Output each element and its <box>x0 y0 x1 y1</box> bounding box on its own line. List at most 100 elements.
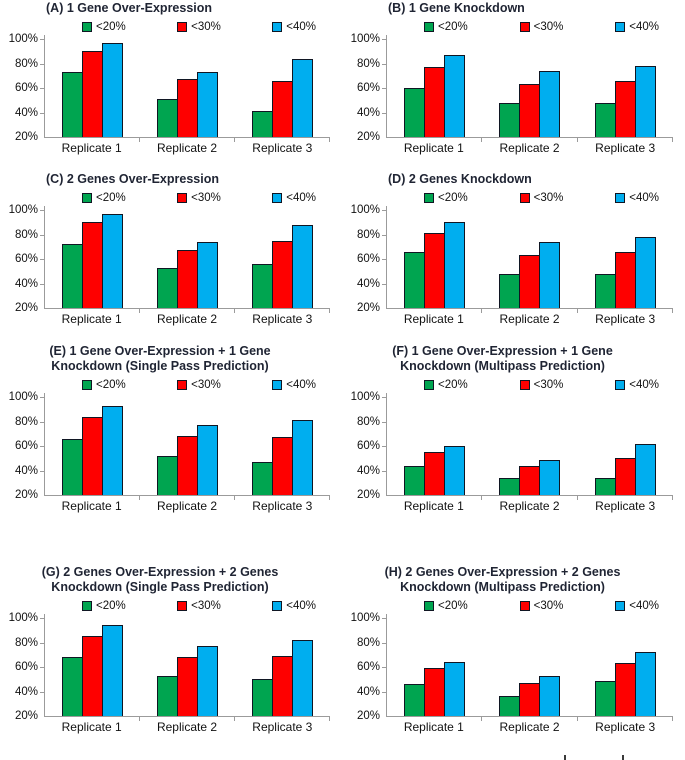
bar-groups <box>387 618 673 716</box>
y-axis-line <box>386 206 387 210</box>
bar-20pct <box>594 477 616 495</box>
legend-swatch-icon <box>82 193 92 203</box>
legend-item: <40% <box>615 21 659 33</box>
chart-legend: <20% <30% <40% <box>82 598 316 614</box>
y-axis-tick-label: 100% <box>8 204 38 216</box>
chart-legend: <20% <30% <40% <box>424 598 659 614</box>
bar-20pct <box>62 72 83 137</box>
x-axis-category-label: Replicate 1 <box>403 141 464 155</box>
y-axis-tick <box>382 63 386 65</box>
chart-legend: <20% <30% <40% <box>82 377 316 393</box>
y-axis-tick-label: 80% <box>356 228 380 241</box>
legend-item: <40% <box>615 600 659 612</box>
bar-20pct <box>252 461 273 495</box>
y-axis-tick <box>40 446 44 447</box>
bar-30pct <box>82 222 103 308</box>
legend-swatch-icon <box>82 22 92 32</box>
legend-label: <20% <box>96 379 126 391</box>
y-axis-tick-label: 80% <box>14 57 38 70</box>
bar-40pct <box>102 213 123 308</box>
plot-row: 100% 80% 60% 40% 20% <box>0 612 342 722</box>
bar-20pct <box>594 680 616 716</box>
y-axis-tick-label: 100% <box>350 204 380 216</box>
legend-swatch-icon <box>177 380 188 390</box>
bar-40pct <box>197 241 218 308</box>
plot-area <box>40 614 330 721</box>
bar-group <box>482 39 577 137</box>
y-axis-tick-label: 80% <box>356 636 380 649</box>
x-axis-category-label: Replicate 3 <box>252 720 313 734</box>
plot-area <box>40 35 330 142</box>
legend-item: <30% <box>519 600 564 612</box>
y-axis-tick-label: 40% <box>356 685 380 698</box>
legend-item: <30% <box>519 192 563 204</box>
legend-label: <40% <box>286 379 316 391</box>
cropped-text-artifact <box>622 755 624 760</box>
y-axis-tick-label: 20% <box>356 302 380 314</box>
x-axis-tick <box>672 717 673 721</box>
bar-20pct <box>594 102 616 137</box>
chart-title-line: (F) 1 Gene Over-Expression + 1 Gene <box>392 344 613 358</box>
legend-swatch-icon <box>424 380 434 390</box>
bar-40pct <box>102 405 123 495</box>
bar-groups <box>387 39 673 137</box>
x-axis-category-label: Replicate 3 <box>252 312 313 326</box>
bar-group <box>45 210 140 308</box>
bar-20pct <box>252 111 273 137</box>
x-axis-category-label: Replicate 3 <box>595 312 656 326</box>
y-axis-line <box>44 393 45 397</box>
y-axis-tick-label: 20% <box>14 710 38 722</box>
y-axis-tick-label: 60% <box>356 440 380 452</box>
y-axis-tick-label: 20% <box>14 131 38 143</box>
y-axis-tick-label: 80% <box>14 415 38 428</box>
x-axis-tick <box>329 309 330 313</box>
legend-swatch-icon <box>519 380 530 390</box>
bar-group <box>482 397 577 495</box>
chart-title-line: Knockdown (Multipass Prediction) <box>400 580 605 594</box>
legend-label: <40% <box>629 192 659 204</box>
chart-title: (H) 2 Genes Over-Expression + 2 Genes Kno… <box>342 565 685 595</box>
bar-40pct <box>634 652 656 716</box>
legend-label: <30% <box>533 600 564 612</box>
y-axis-tick <box>382 397 386 398</box>
plot-area <box>382 614 673 721</box>
x-axis-category-label: Replicate 3 <box>595 141 656 155</box>
legend-item: <40% <box>272 21 316 33</box>
bar-30pct <box>614 251 636 308</box>
chart-title-line: Knockdown (Single Pass Prediction) <box>51 359 269 373</box>
y-axis-tick <box>40 470 44 472</box>
bar-40pct <box>539 70 561 137</box>
bar-group <box>482 618 577 716</box>
x-axis-labels: Replicate 1 Replicate 2 Replicate 3 <box>386 720 673 736</box>
y-axis-tick-label: 100% <box>8 391 38 403</box>
x-axis-tick <box>233 496 235 500</box>
legend-item: <30% <box>519 379 563 391</box>
bar-30pct <box>424 67 446 137</box>
legend-item: <40% <box>272 379 316 391</box>
y-axis-tick-label: 20% <box>356 131 380 143</box>
x-axis-tick <box>233 309 235 313</box>
x-axis-category-label: Replicate 2 <box>156 312 218 326</box>
y-axis-tick-label: 40% <box>14 277 38 290</box>
legend-label: <30% <box>533 21 564 33</box>
y-axis-tick <box>40 259 44 260</box>
bar-group <box>140 397 235 495</box>
y-axis-tick-label: 80% <box>356 415 380 428</box>
plot-area <box>382 35 673 142</box>
y-axis-tick-label: 60% <box>356 253 380 265</box>
bar-group <box>387 210 482 308</box>
x-axis-tick <box>672 496 673 500</box>
bar-40pct <box>539 241 561 308</box>
x-axis-category-label: Replicate 3 <box>595 720 656 734</box>
x-axis-tick <box>481 138 483 142</box>
x-axis-category-label: Replicate 1 <box>61 720 122 734</box>
x-axis-tick <box>576 309 578 313</box>
bar-20pct <box>404 684 426 716</box>
plot-row: 100% 80% 60% 40% 20% <box>342 204 685 314</box>
y-axis-tick <box>382 421 386 423</box>
chart-title: (B) 1 Gene Knockdown <box>342 1 685 16</box>
bar-40pct <box>197 646 218 716</box>
bar-group <box>45 618 140 716</box>
legend-label: <30% <box>191 379 221 391</box>
bar-20pct <box>499 102 521 137</box>
